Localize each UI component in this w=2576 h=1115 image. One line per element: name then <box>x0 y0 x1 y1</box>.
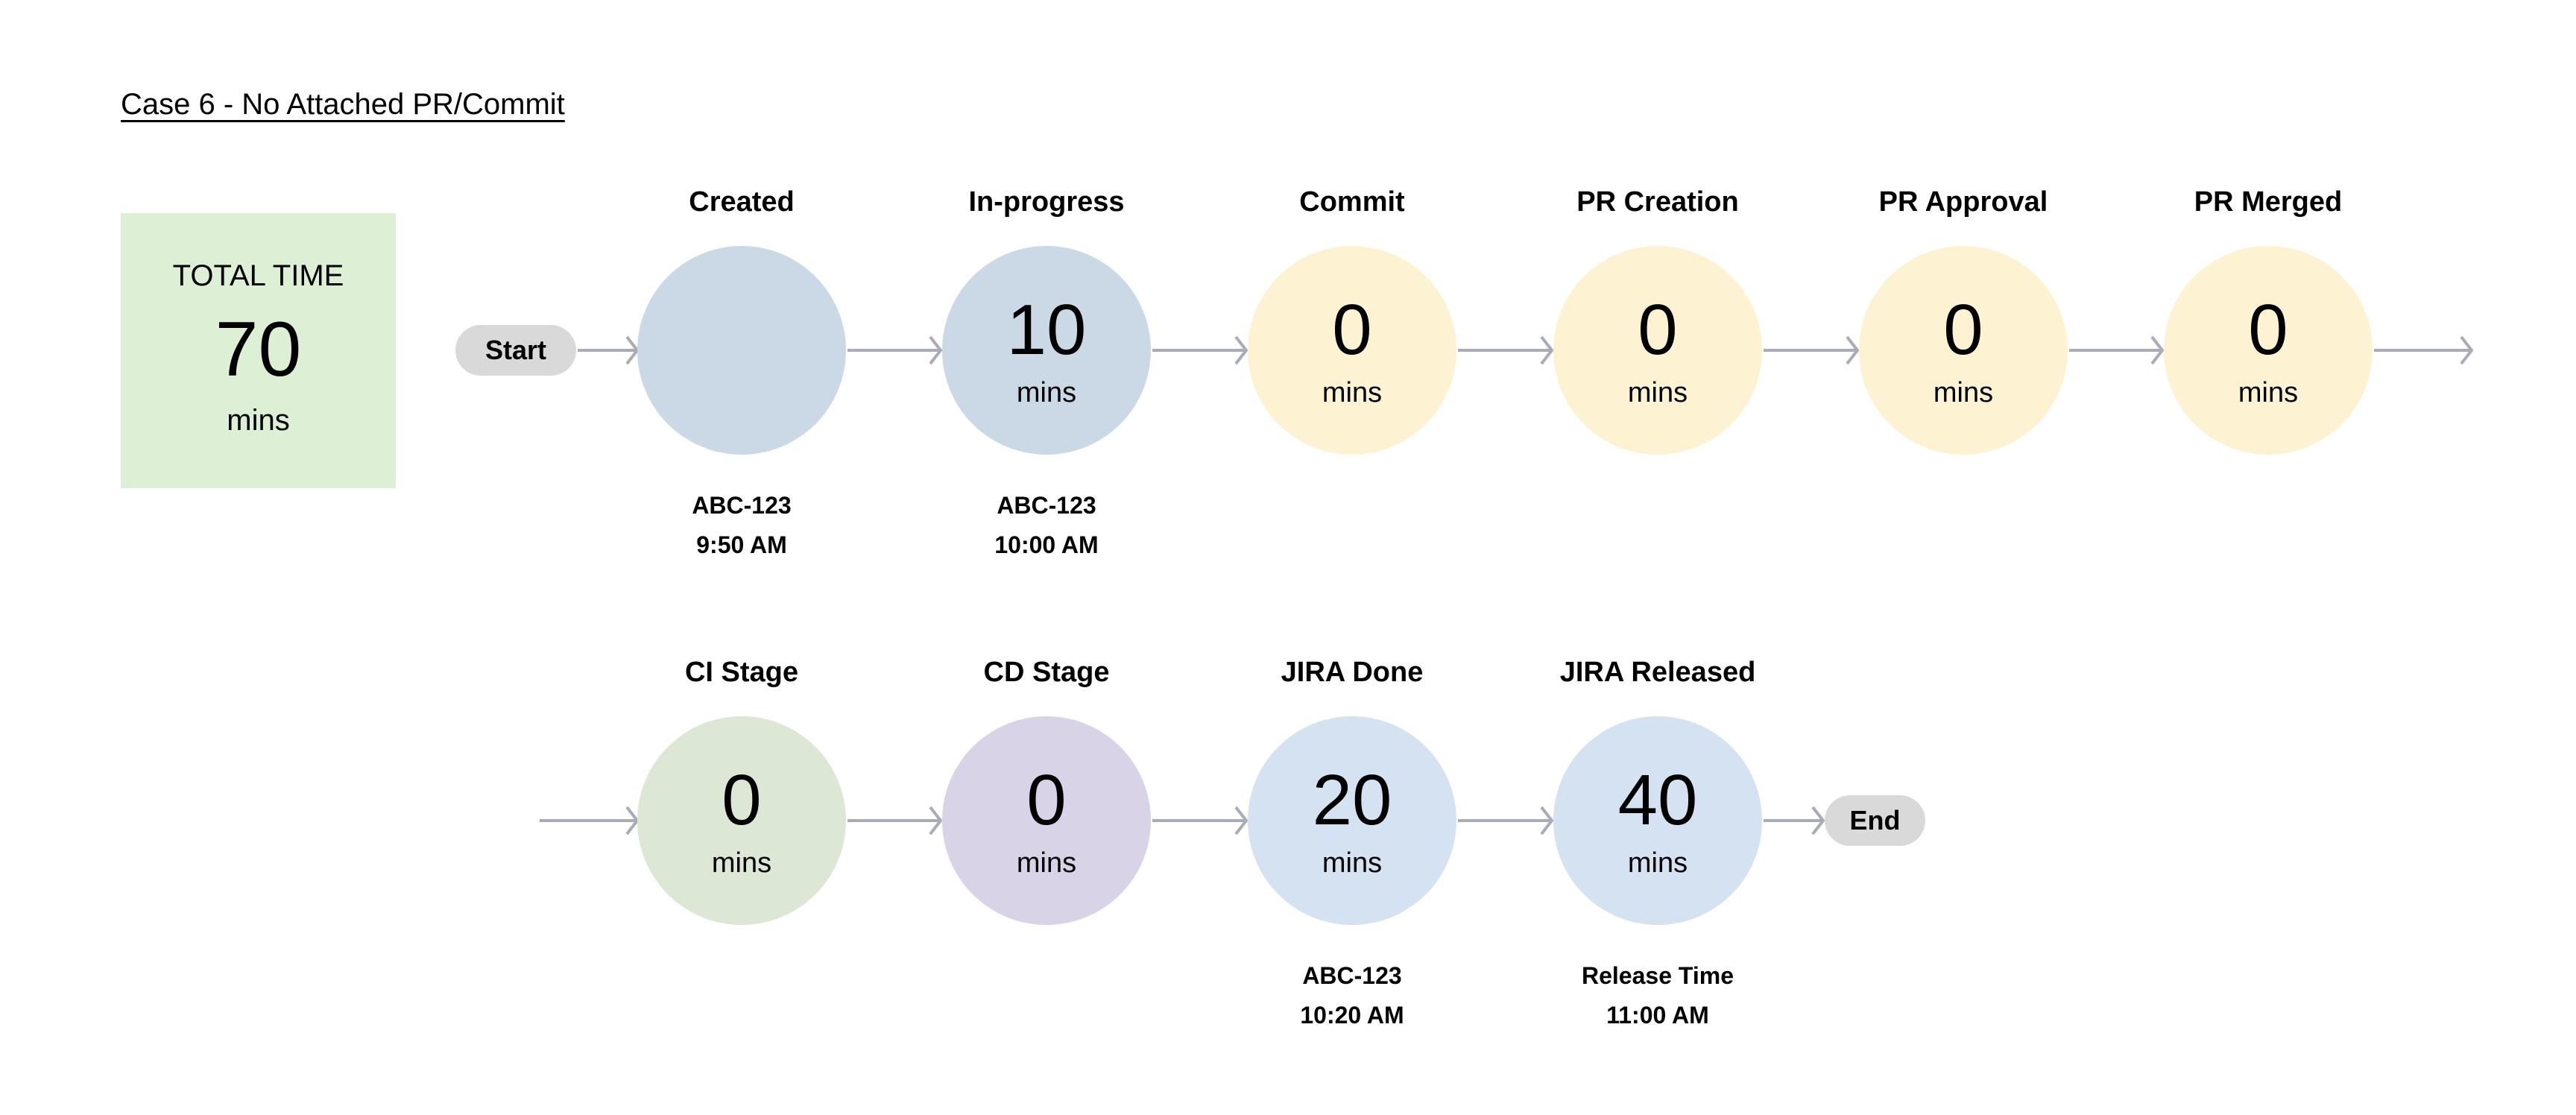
stage-unit: mins <box>1627 847 1688 879</box>
arrow <box>1764 806 1825 836</box>
stage-details: ABC-123 9:50 AM <box>563 486 921 565</box>
stage-circle: 0 mins <box>1859 246 2068 455</box>
stage-unit: mins <box>1016 377 1077 408</box>
stage-label: PR Creation <box>1576 186 1739 218</box>
stage-label: PR Merged <box>2194 186 2343 218</box>
stage-duration: 0 <box>722 760 762 840</box>
stage-node: JIRA Done 20 mins ABC-123 10:20 AM <box>1248 657 1456 1029</box>
stage-circle <box>637 246 846 455</box>
stage-duration: 0 <box>1332 290 1372 370</box>
stage-label: Created <box>689 186 795 218</box>
stage-details: ABC-123 10:00 AM <box>868 486 1225 565</box>
start-node: Start <box>455 325 576 376</box>
stage-unit: mins <box>2238 377 2299 408</box>
stage-unit: mins <box>1627 377 1688 408</box>
stage-node: Commit 0 mins <box>1248 186 1456 455</box>
stage-circle: 40 mins <box>1553 716 1762 925</box>
arrow <box>847 335 943 365</box>
stage-circle: 0 mins <box>2164 246 2373 455</box>
stage-circle: 0 mins <box>1248 246 1456 455</box>
stage-circle: 10 mins <box>942 246 1151 455</box>
arrow <box>1458 335 1554 365</box>
stage-unit: mins <box>711 847 772 879</box>
stage-duration: 20 <box>1312 760 1392 840</box>
stage-duration: 40 <box>1617 760 1698 840</box>
stage-time: 10:20 AM <box>1300 1002 1404 1029</box>
stage-details: Release Time 11:00 AM <box>1479 956 1837 1035</box>
stage-label: Commit <box>1299 186 1405 218</box>
stage-unit: mins <box>1322 377 1383 408</box>
arrow <box>2374 335 2474 365</box>
stage-label: CD Stage <box>983 657 1110 688</box>
stage-circle: 0 mins <box>1553 246 1762 455</box>
stage-label: JIRA Done <box>1281 657 1424 688</box>
stage-node: PR Creation 0 mins <box>1553 186 1762 455</box>
stage-node: Created ABC-123 9:50 AM <box>637 186 846 558</box>
stage-label: CI Stage <box>684 657 799 688</box>
stage-duration: 0 <box>1638 290 1678 370</box>
arrow <box>1152 335 1248 365</box>
stage-details: ABC-123 10:20 AM <box>1173 956 1531 1035</box>
stage-duration: 0 <box>1026 760 1067 840</box>
stage-circle: 20 mins <box>1248 716 1456 925</box>
stage-ref: ABC-123 <box>997 492 1096 519</box>
stage-node: PR Approval 0 mins <box>1859 186 2068 455</box>
stage-circle: 0 mins <box>942 716 1151 925</box>
stage-label: JIRA Released <box>1559 657 1756 688</box>
stage-ref: ABC-123 <box>1302 962 1402 989</box>
page-title: Case 6 - No Attached PR/Commit <box>121 88 565 121</box>
stage-time: 11:00 AM <box>1606 1002 1709 1029</box>
stage-node: CI Stage 0 mins <box>637 657 846 925</box>
stage-node: CD Stage 0 mins <box>942 657 1151 925</box>
stage-unit: mins <box>1016 847 1077 879</box>
arrow <box>847 806 943 836</box>
arrow <box>540 806 640 836</box>
total-time-value: 70 <box>215 306 302 393</box>
stage-ref: ABC-123 <box>692 492 792 519</box>
total-time-unit: mins <box>227 404 290 437</box>
stage-unit: mins <box>1322 847 1383 879</box>
total-time-label: TOTAL TIME <box>172 259 344 292</box>
stage-label: In-progress <box>968 186 1125 218</box>
end-node: End <box>1825 795 1925 846</box>
arrow <box>1458 806 1554 836</box>
arrow <box>2069 335 2165 365</box>
total-time-card: TOTAL TIME 70 mins <box>121 213 396 488</box>
stage-duration: 0 <box>2248 290 2288 370</box>
stage-time: 9:50 AM <box>696 531 787 558</box>
arrow <box>578 335 640 365</box>
stage-time: 10:00 AM <box>994 531 1099 558</box>
stage-duration: 0 <box>1943 290 1983 370</box>
stage-circle: 0 mins <box>637 716 846 925</box>
stage-ref: Release Time <box>1582 962 1734 989</box>
arrow <box>1764 335 1860 365</box>
arrow <box>1152 806 1248 836</box>
stage-node: In-progress 10 mins ABC-123 10:00 AM <box>942 186 1151 558</box>
stage-duration: 10 <box>1006 290 1087 370</box>
stage-node: JIRA Released 40 mins Release Time 11:00… <box>1553 657 1762 1029</box>
stage-label: PR Approval <box>1878 186 2048 218</box>
stage-node: PR Merged 0 mins <box>2164 186 2373 455</box>
stage-unit: mins <box>1933 377 1994 408</box>
